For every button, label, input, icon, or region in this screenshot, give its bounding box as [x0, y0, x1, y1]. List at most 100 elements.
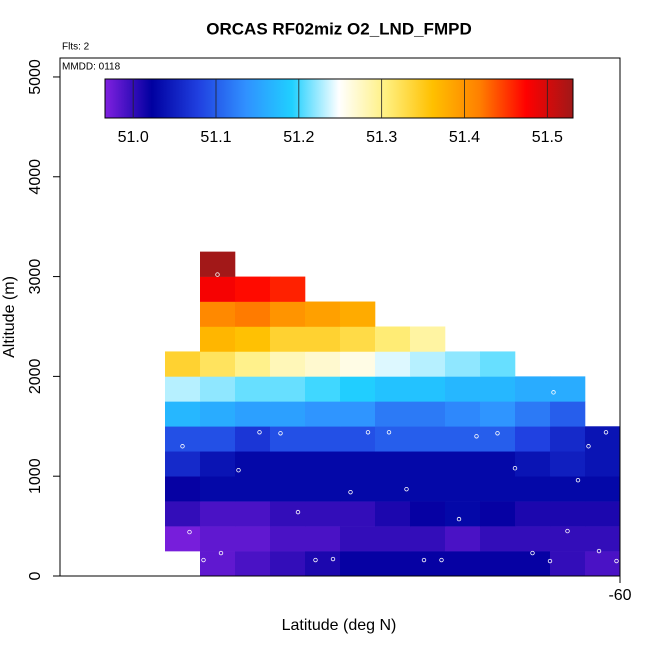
x-tick-label: -60: [608, 587, 631, 604]
heatmap-cell: [305, 376, 341, 402]
heatmap-cell: [305, 476, 341, 502]
sample-point: [218, 550, 224, 556]
heatmap-cell: [235, 476, 271, 502]
heatmap-cell: [410, 326, 446, 352]
heatmap-cell: [235, 276, 271, 302]
heatmap-cell: [340, 501, 376, 527]
sample-point: [404, 486, 409, 492]
y-tick-label: 3000: [27, 259, 44, 295]
heatmap-cell: [410, 426, 446, 452]
heatmap-cell: [340, 326, 376, 352]
sample-point: [295, 509, 301, 515]
heatmap-cell: [445, 426, 481, 452]
heatmap-cell: [550, 401, 586, 427]
heatmap-cell: [340, 526, 376, 552]
colorbar-tick-label: 51.4: [449, 129, 480, 146]
heatmap-cell: [585, 551, 621, 577]
heatmap-cell: [200, 326, 236, 352]
heatmap-cell: [165, 501, 201, 527]
heatmap-cell: [270, 401, 306, 427]
heatmap-cell: [410, 501, 446, 527]
colorbar-tick-label: 51.1: [200, 129, 231, 146]
heatmap-cell: [550, 426, 586, 452]
y-tick-label: 1000: [27, 458, 44, 494]
heatmap-cell: [410, 351, 446, 377]
sample-point: [456, 516, 462, 522]
heatmap-cell: [270, 451, 306, 477]
sample-point: [187, 529, 192, 535]
sample-point: [330, 556, 336, 562]
heatmap-cell: [480, 526, 516, 552]
heatmap-cell: [305, 301, 341, 327]
plot-frame: [59, 57, 621, 577]
heatmap-cell: [550, 376, 586, 402]
heatmap-cell: [410, 551, 446, 577]
heatmap-cell: [270, 301, 306, 327]
heatmap-cell: [200, 401, 236, 427]
sample-point: [565, 528, 570, 534]
subtitle: Flts: 2: [62, 42, 90, 53]
heatmap-cell: [515, 401, 551, 427]
heatmap-cell: [515, 476, 551, 502]
heatmap-cell: [375, 376, 411, 402]
heatmap-cell: [375, 551, 411, 577]
heatmap-cell: [165, 451, 201, 477]
heatmap-cell: [550, 501, 586, 527]
heatmap-cell: [445, 501, 481, 527]
heatmap-cell: [340, 476, 376, 502]
sample-point: [512, 466, 518, 471]
heatmap-cell: [550, 451, 586, 477]
y-axis-label: Altitude (m): [1, 276, 18, 358]
heatmap-cell: [550, 526, 586, 552]
heatmap-cell: [480, 451, 516, 477]
heatmap-cell: [200, 351, 236, 377]
heatmap-cell: [585, 501, 621, 527]
heatmap-cell: [305, 401, 341, 427]
heatmap-cell: [200, 526, 236, 552]
sample-point: [614, 558, 619, 564]
heatmap-cell: [305, 426, 341, 452]
heatmap-cell: [515, 376, 551, 402]
heatmap-cell: [200, 426, 236, 452]
colorbar: [104, 78, 574, 119]
sample-point: [386, 430, 392, 435]
heatmap-cell: [165, 476, 201, 502]
heatmap-cell: [305, 451, 341, 477]
heatmap-cell: [410, 401, 446, 427]
heatmap-cell: [235, 526, 271, 552]
heatmap-cell: [305, 551, 341, 577]
heatmap-cell: [375, 401, 411, 427]
heatmap-cell: [270, 426, 306, 452]
sample-point: [439, 557, 444, 563]
colorbar-tick-label: 51.3: [366, 129, 397, 146]
heatmap-cell: [165, 426, 201, 452]
heatmap-cell: [340, 351, 376, 377]
heatmap-cell: [375, 351, 411, 377]
heatmap-cell: [585, 526, 621, 552]
sample-point: [586, 444, 591, 449]
sample-point: [236, 468, 241, 473]
heatmap-cell: [270, 501, 306, 527]
sample-point: [575, 477, 581, 483]
heatmap-cell: [410, 376, 446, 402]
heatmap-cell: [375, 426, 411, 452]
sample-point: [180, 444, 185, 449]
sample-point: [474, 434, 479, 439]
heatmap-cell: [235, 401, 271, 427]
heatmap-cell: [445, 401, 481, 427]
heatmap-cell: [410, 526, 446, 552]
heatmap-cell: [305, 326, 341, 352]
heatmap-cell: [270, 376, 306, 402]
heatmap-cell: [375, 501, 411, 527]
sample-point: [215, 272, 220, 277]
heatmap-cell: [165, 401, 201, 427]
heatmap-cell: [445, 376, 481, 402]
heatmap-cell: [270, 276, 306, 302]
heatmap-cell: [445, 551, 481, 577]
heatmap-cell: [200, 551, 236, 577]
heatmap-cell: [235, 351, 271, 377]
sample-point: [257, 430, 262, 435]
heatmap-cell: [585, 426, 621, 452]
sample-point: [530, 550, 535, 556]
heatmap-cell: [515, 526, 551, 552]
